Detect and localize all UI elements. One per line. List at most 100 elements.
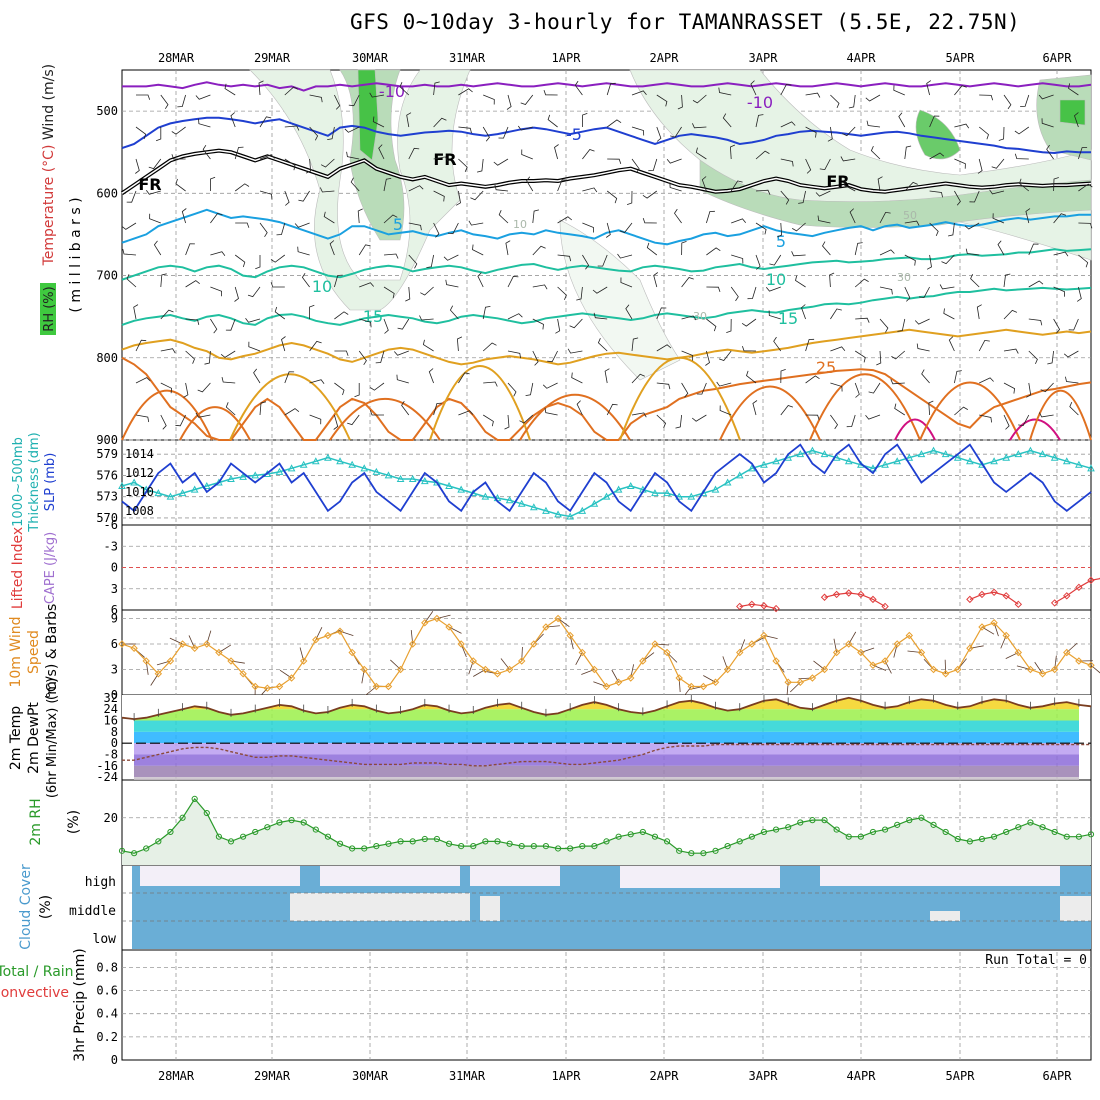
rh2m-point (615, 833, 622, 840)
wind-barb (555, 318, 561, 334)
wind-barb (681, 241, 687, 256)
wind-barb (210, 212, 223, 224)
wind-barb (631, 126, 645, 136)
contour-label-10: 15 (363, 307, 383, 326)
rh2m-point (724, 843, 731, 850)
wind-barb (865, 94, 881, 102)
warm-arc-4 (429, 365, 531, 441)
wind10-point (1026, 665, 1035, 674)
lifted-index-panel (122, 567, 1100, 613)
wind-barb (259, 154, 275, 160)
wind-barb (954, 123, 970, 129)
wind-barb (1063, 350, 1079, 358)
warm-arc-1 (179, 406, 251, 441)
wind-barb (656, 94, 668, 107)
wind10-point (336, 627, 344, 635)
rh2m-point (131, 850, 138, 857)
cloud-gap-7 (930, 911, 960, 921)
thickness-point (735, 471, 744, 479)
wind-barb (525, 382, 534, 396)
wind-barb (582, 222, 594, 233)
wind-barb (681, 382, 689, 398)
li-tick-2: 0 (111, 561, 118, 575)
rh2m-point (676, 847, 683, 854)
wind-barb (483, 381, 498, 387)
cloud-level-2: low (93, 932, 117, 947)
wind-barb (954, 370, 962, 384)
wind-barb (483, 94, 495, 105)
wind-barb (795, 275, 806, 288)
rh2m-point (603, 838, 610, 845)
wind10-point (978, 623, 986, 631)
rh2m-point (894, 821, 901, 828)
wind-barb (893, 85, 905, 96)
lifted-index-line (739, 603, 777, 610)
wind-barb (943, 308, 955, 320)
wind10-point (142, 657, 150, 665)
wind10-point (312, 636, 320, 644)
wind-tick-0: 0 (111, 688, 118, 702)
wind-barb (375, 350, 385, 364)
wind-barb (358, 350, 367, 366)
wind-barb (854, 382, 860, 398)
wind-barb (576, 286, 583, 301)
wind-barb (890, 379, 905, 385)
wind-barb (197, 382, 211, 393)
wind-barb (419, 315, 434, 321)
ylabel-precip-2: Convective (0, 985, 69, 1001)
rh2m-point (506, 840, 513, 847)
wind-barb (185, 350, 195, 364)
thickness-point (251, 471, 260, 479)
wind10-point (639, 657, 647, 665)
wind-barb (606, 119, 622, 128)
thickness-point (384, 471, 393, 479)
rh2m-point (227, 838, 235, 845)
wind-barb (926, 80, 932, 96)
wind-barb (865, 414, 881, 420)
wind-barb (992, 213, 1005, 224)
wind-barb (477, 158, 484, 173)
wind-barb (656, 344, 672, 352)
cloud-gap-4 (820, 866, 1060, 886)
wind-barb (854, 242, 863, 256)
wind-barb (669, 182, 682, 192)
lifted-index-point (1087, 576, 1095, 584)
contour-label-2: -5 (566, 125, 582, 144)
wind10-point (287, 674, 296, 682)
wind-barb (854, 350, 866, 363)
wind-barb (225, 318, 236, 331)
wind-barb (309, 340, 322, 352)
wind-barb (706, 247, 721, 256)
thickness-point (614, 485, 623, 493)
wind-barb (755, 114, 764, 128)
wind-barb (791, 251, 806, 257)
rh2m-point (639, 828, 646, 836)
wind-barb (625, 304, 633, 320)
rh2m-point (918, 814, 925, 821)
wind-barb (532, 350, 539, 366)
date-top-9: 6APR (1043, 51, 1073, 65)
wind-barb (681, 350, 694, 361)
contour-label-13: 30 (897, 271, 911, 284)
wind-barb (319, 187, 335, 193)
wind-barb (284, 125, 300, 131)
rh-shade-7 (915, 109, 961, 160)
wind10-point (760, 631, 768, 640)
wind10-point (530, 640, 538, 648)
wind-barb (805, 414, 820, 421)
ylabel-cape: CAPE (J/kg) (43, 532, 58, 604)
wind10-point (481, 665, 490, 674)
wind-barb (582, 149, 595, 160)
temp-tick-6: -16 (96, 759, 118, 773)
wind-barb (780, 190, 790, 205)
wind-barb (768, 310, 781, 320)
thickness-point (1062, 457, 1071, 465)
wind-barb (718, 87, 732, 96)
cloud-gap-3 (620, 866, 780, 888)
wind10-point (627, 674, 635, 682)
wind-barb (327, 126, 335, 140)
thickness-point (324, 453, 332, 461)
wind10-point (905, 631, 914, 640)
wind-barb (976, 304, 982, 320)
thickness-point (445, 481, 453, 490)
